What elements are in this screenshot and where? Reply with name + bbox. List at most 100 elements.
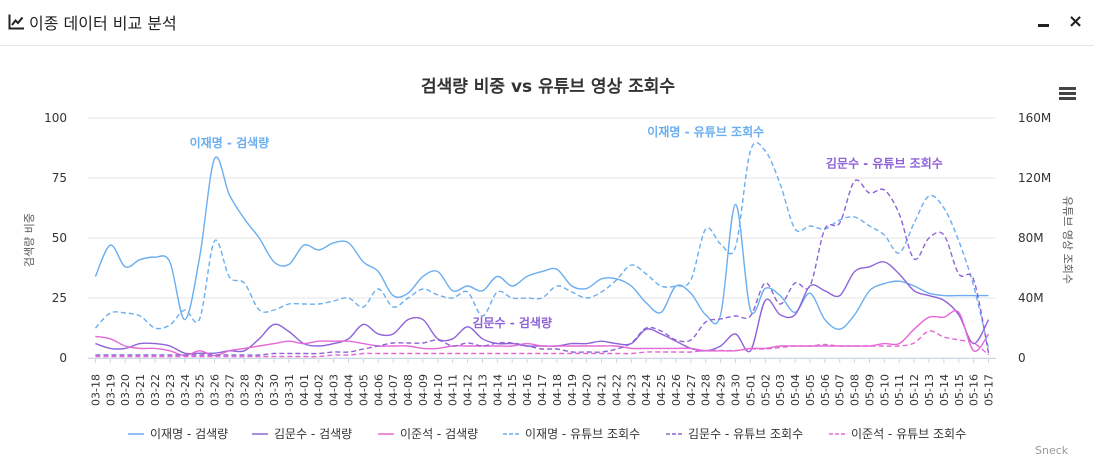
y-tick-right: 40M <box>1018 291 1044 305</box>
x-tick-label: 03-20 <box>119 374 132 406</box>
x-tick-label: 03-22 <box>149 374 162 406</box>
x-tick-label: 03-18 <box>89 374 102 406</box>
x-tick-label: 04-03 <box>328 374 341 406</box>
chart-container: 검색량 비중 vs 유튜브 영상 조회수 검색량 비중 유튜브 영상 조회수 0… <box>0 46 1094 468</box>
x-ticks: 03-18 03-19 03-20 03-21 03-22 03-23 03-24 03-25… <box>88 358 996 406</box>
x-tick-label: 03-26 <box>209 374 222 406</box>
legend-label: 김문수 - 검색량 <box>274 427 352 441</box>
legend-label: 이재명 - 검색량 <box>150 427 228 441</box>
series-line-5[interactable] <box>95 179 990 356</box>
x-tick-label: 03-25 <box>194 374 207 406</box>
x-tick-label: 04-01 <box>298 374 311 406</box>
close-button[interactable]: × <box>1068 11 1084 32</box>
x-tick-label: 05-17 <box>983 374 996 406</box>
x-tick-label: 03-24 <box>179 374 192 406</box>
x-tick-label: 03-23 <box>164 374 177 406</box>
legend: 이재명 - 검색량 김문수 - 검색량 이준석 - 검색량 이재명 - 유튜브 조회수… <box>128 427 966 441</box>
x-tick-label: 04-20 <box>581 374 594 406</box>
chart-credit[interactable]: Sneck <box>1035 444 1069 457</box>
x-tick-label: 04-27 <box>685 374 698 406</box>
x-tick-label: 04-25 <box>655 374 668 406</box>
x-tick-label: 04-17 <box>536 374 549 406</box>
x-tick-label: 05-13 <box>923 374 936 406</box>
x-tick-label: 05-04 <box>789 374 802 406</box>
x-tick-label: 03-29 <box>253 374 266 406</box>
y-tick-left: 0 <box>59 351 67 365</box>
x-tick-label: 04-18 <box>551 374 564 406</box>
y-tick-right: 0 <box>1018 351 1026 365</box>
x-tick-label: 05-10 <box>878 374 891 406</box>
x-tick-label: 04-07 <box>387 374 400 406</box>
y-tick-left: 75 <box>52 171 67 185</box>
window-title: 이종 데이터 비교 분석 <box>29 14 177 33</box>
y-axis-right-label: 유튜브 영상 조회수 <box>1061 196 1074 284</box>
y-axis-left-label: 검색량 비중 <box>23 213 36 267</box>
chart-menu-button[interactable] <box>1058 86 1078 102</box>
legend-item-6[interactable]: 이준석 - 유튜브 조회수 <box>829 427 966 441</box>
minimize-button[interactable] <box>1036 12 1052 34</box>
y-tick-right: 160M <box>1018 111 1051 125</box>
series-line-4[interactable] <box>94 141 990 350</box>
x-tick-label: 04-16 <box>521 374 534 406</box>
y-tick-right: 120M <box>1018 171 1051 185</box>
x-tick-label: 05-11 <box>893 374 906 406</box>
x-tick-label: 05-01 <box>744 374 757 406</box>
x-tick-label: 05-12 <box>908 374 921 406</box>
x-tick-label: 04-12 <box>462 374 475 406</box>
legend-item-4[interactable]: 이재명 - 유튜브 조회수 <box>503 427 640 441</box>
x-tick-label: 04-29 <box>715 374 728 406</box>
chart-title: 검색량 비중 vs 유튜브 영상 조회수 <box>421 77 675 97</box>
x-tick-label: 05-06 <box>819 374 832 406</box>
legend-item-5[interactable]: 김문수 - 유튜브 조회수 <box>666 427 803 441</box>
x-tick-label: 03-31 <box>283 374 296 406</box>
x-tick-label: 05-14 <box>938 374 951 406</box>
x-tick-label: 04-15 <box>506 374 519 406</box>
legend-item-3[interactable]: 이준석 - 검색량 <box>378 427 478 441</box>
x-tick-label: 03-21 <box>134 374 147 406</box>
x-tick-label: 03-19 <box>104 374 117 406</box>
x-tick-label: 03-27 <box>223 374 236 406</box>
series-annotation: 김문수 - 유튜브 조회수 <box>826 156 943 171</box>
y-tick-left: 50 <box>52 231 67 245</box>
x-tick-label: 04-22 <box>610 374 623 406</box>
legend-label: 김문수 - 유튜브 조회수 <box>688 427 803 441</box>
x-tick-label: 04-10 <box>432 374 445 406</box>
x-tick-label: 05-02 <box>759 374 772 406</box>
y-ticks: 0 25 50 75 100 0 40M 80M 120M 160M <box>44 111 1051 365</box>
x-tick-label: 04-05 <box>357 374 370 406</box>
x-tick-label: 05-08 <box>849 374 862 406</box>
series-line-6[interactable] <box>95 330 990 358</box>
series-line-2[interactable] <box>95 261 990 355</box>
legend-label: 이재명 - 유튜브 조회수 <box>525 427 640 441</box>
x-tick-label: 04-08 <box>402 374 415 406</box>
window-header: 이종 데이터 비교 분석 × <box>0 0 1094 46</box>
chart-svg: 검색량 비중 vs 유튜브 영상 조회수 검색량 비중 유튜브 영상 조회수 0… <box>23 77 1074 441</box>
series-annotation: 이재명 - 유튜브 조회수 <box>647 124 764 139</box>
legend-item-1[interactable]: 이재명 - 검색량 <box>128 427 228 441</box>
x-tick-label: 04-21 <box>596 374 609 406</box>
hamburger-menu-icon <box>1059 87 1076 90</box>
x-tick-label: 05-16 <box>968 374 981 406</box>
x-tick-label: 04-30 <box>730 374 743 406</box>
series-line-1[interactable] <box>94 156 989 330</box>
x-tick-label: 05-07 <box>834 374 847 406</box>
y-tick-right: 80M <box>1018 231 1044 245</box>
x-tick-label: 03-30 <box>268 374 281 406</box>
line-chart-icon <box>8 14 24 30</box>
x-tick-label: 04-28 <box>700 374 713 406</box>
x-tick-label: 05-09 <box>863 374 876 406</box>
legend-item-2[interactable]: 김문수 - 검색량 <box>252 427 352 441</box>
x-tick-label: 04-04 <box>342 374 355 406</box>
x-tick-label: 04-09 <box>417 374 430 406</box>
y-tick-left: 100 <box>44 111 67 125</box>
legend-label: 이준석 - 유튜브 조회수 <box>851 427 966 441</box>
series-annotation: 김문수 - 검색량 <box>472 315 552 330</box>
legend-label: 이준석 - 검색량 <box>400 427 478 441</box>
x-tick-label: 04-23 <box>625 374 638 406</box>
x-tick-label: 04-24 <box>640 374 653 406</box>
x-tick-label: 05-05 <box>804 374 817 406</box>
y-tick-left: 25 <box>52 291 67 305</box>
x-tick-label: 04-26 <box>670 374 683 406</box>
x-tick-label: 04-13 <box>476 374 489 406</box>
